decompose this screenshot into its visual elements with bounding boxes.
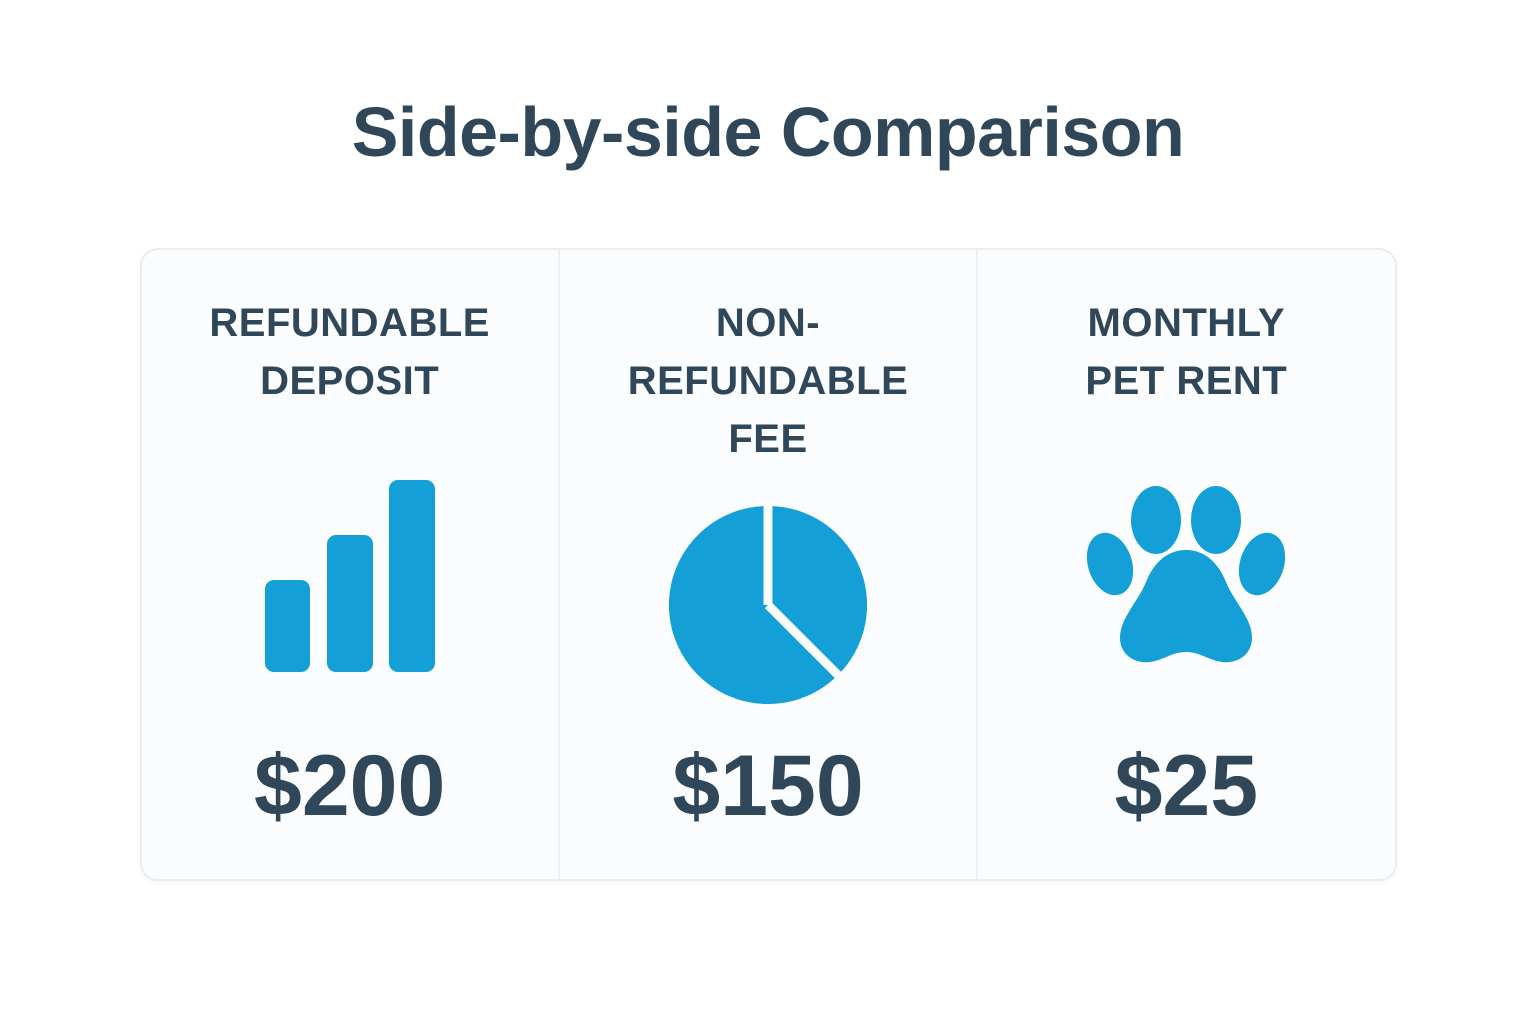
column-title-refundable-deposit: REFUNDABLE DEPOSIT [209, 294, 490, 410]
column-title-monthly-pet-rent: MONTHLY PET RENT [1085, 294, 1287, 410]
column-title-non-refundable-fee: NON-REFUNDABLE FEE [580, 294, 956, 468]
column-title-line: DEPOSIT [260, 358, 440, 403]
column-title-line: NON-REFUNDABLE [627, 300, 909, 403]
column-title-line: MONTHLY [1087, 300, 1286, 345]
column-value-refundable-deposit: $200 [254, 737, 446, 834]
column-title-line: FEE [728, 416, 808, 461]
column-monthly-pet-rent: MONTHLY PET RENT $25 [976, 249, 1394, 879]
pie-chart-icon [664, 498, 872, 713]
column-value-monthly-pet-rent: $25 [1114, 737, 1259, 834]
column-non-refundable-fee: NON-REFUNDABLE FEE $150 [557, 249, 976, 879]
column-value-non-refundable-fee: $150 [672, 737, 864, 834]
column-title-line: REFUNDABLE [209, 300, 490, 345]
page-title: Side-by-side Comparison [351, 93, 1185, 171]
column-title-line: PET RENT [1085, 358, 1288, 403]
bar-chart-icon [264, 469, 435, 684]
paw-icon [1086, 469, 1286, 684]
column-refundable-deposit: REFUNDABLE DEPOSIT $200 [142, 250, 558, 879]
comparison-card: REFUNDABLE DEPOSIT $200 NON-REFUNDABLE F… [139, 247, 1397, 881]
